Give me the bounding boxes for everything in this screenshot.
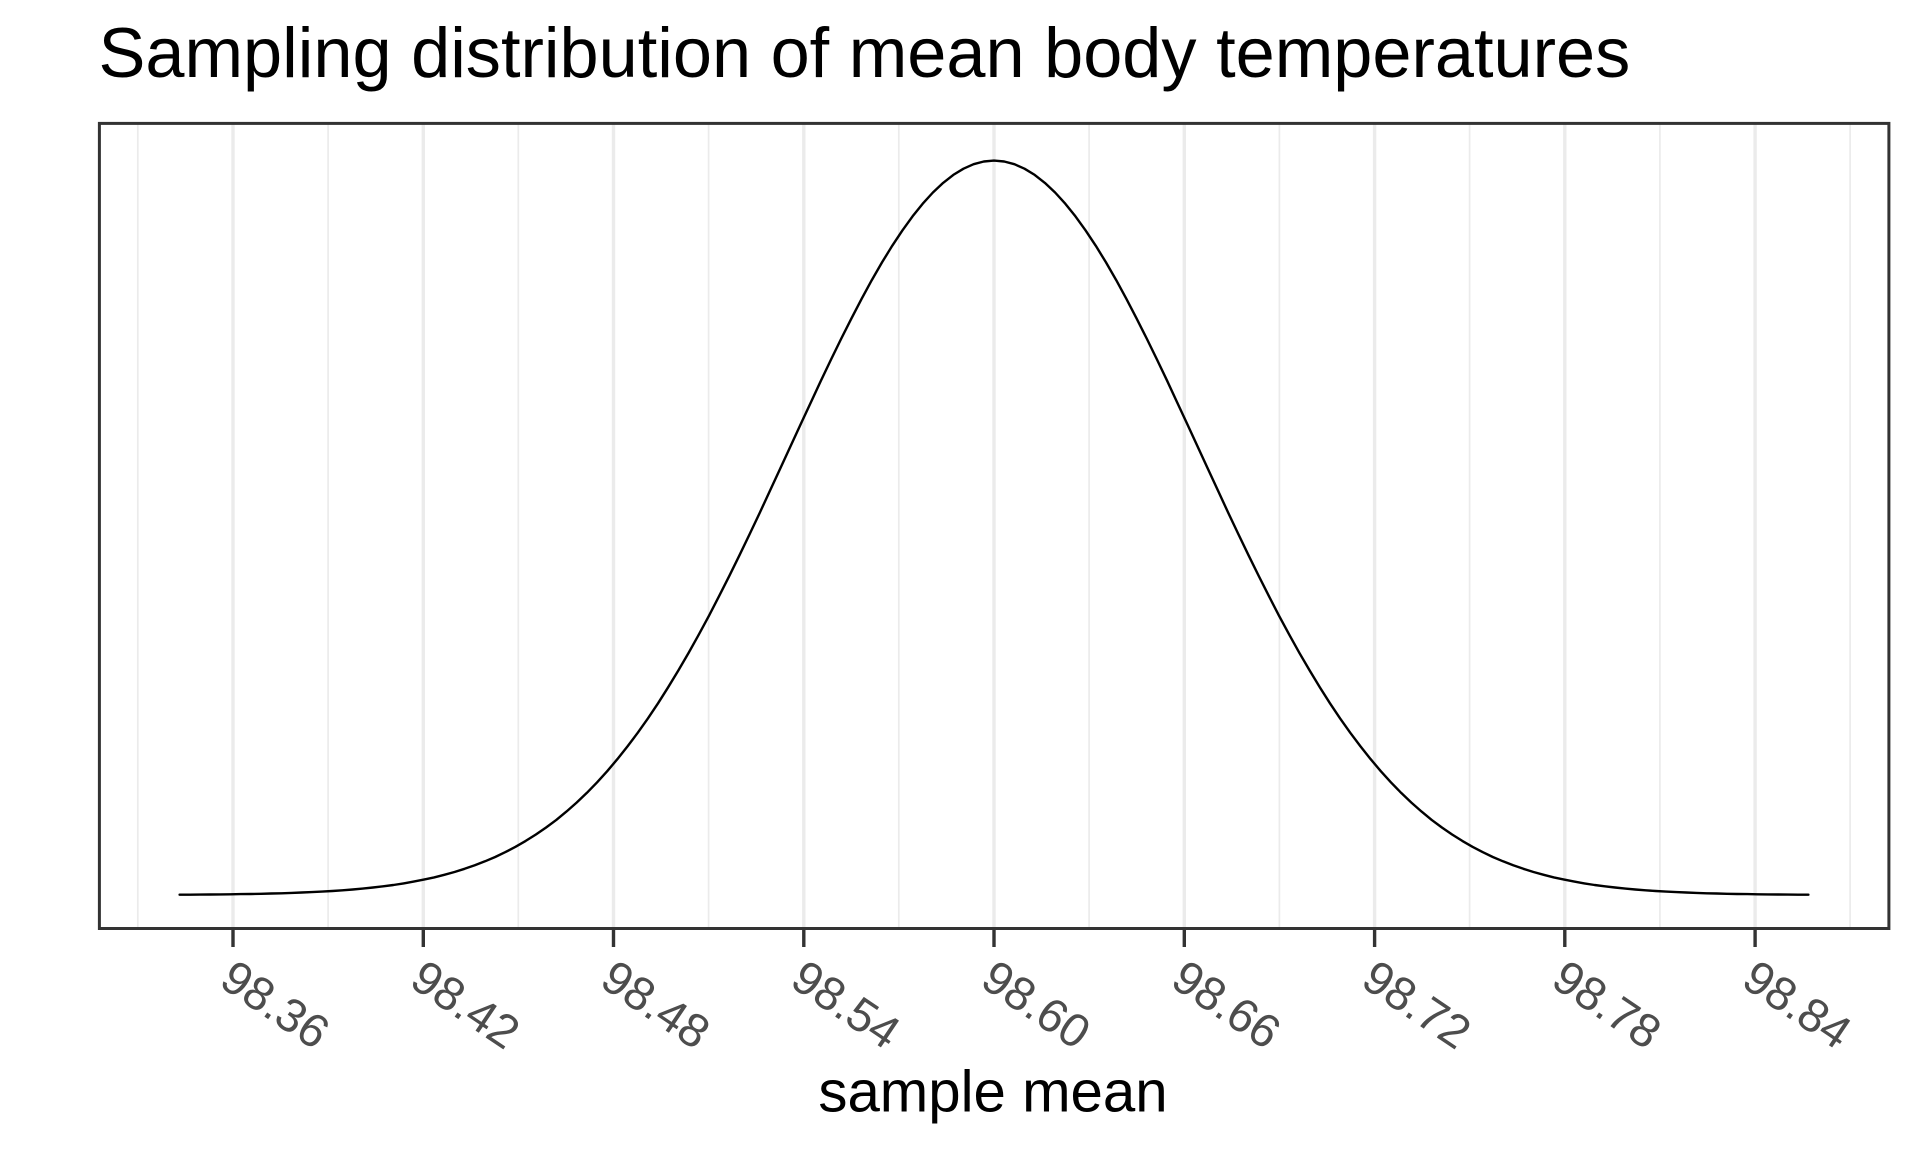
svg-text:Sampling distribution of mean: Sampling distribution of mean body tempe…: [99, 13, 1631, 92]
svg-text:sample mean: sample mean: [818, 1060, 1167, 1125]
